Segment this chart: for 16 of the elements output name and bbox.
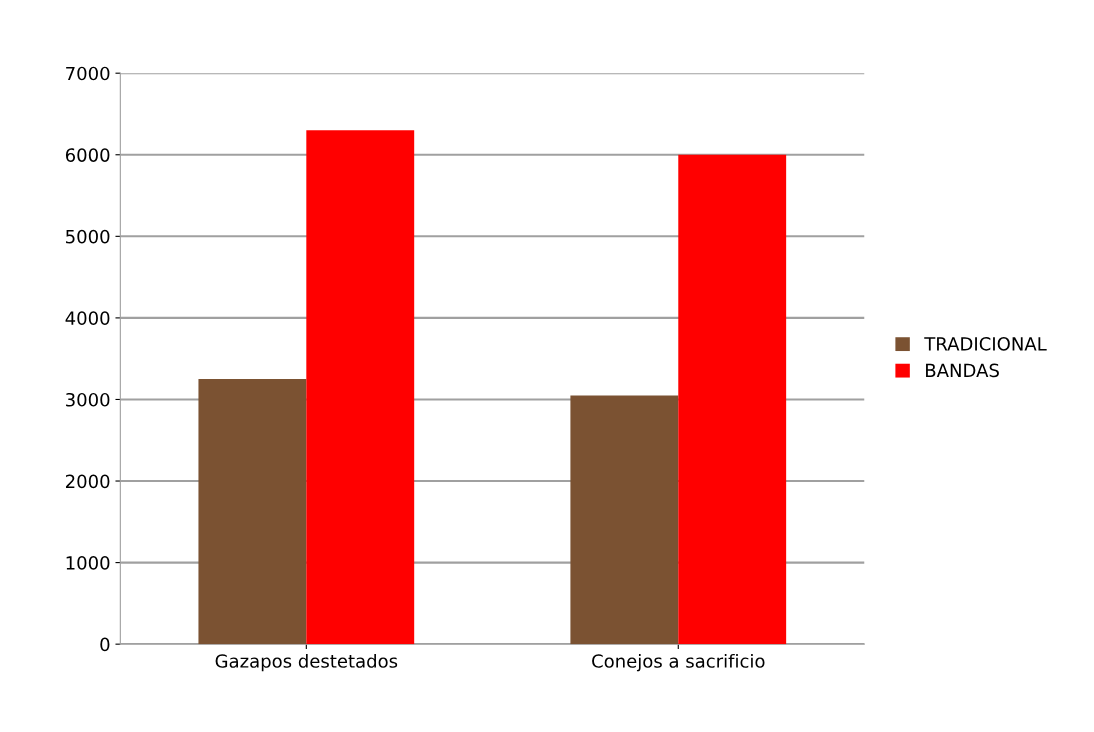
bar (306, 130, 415, 645)
y-tick-label: 6000 (65, 148, 110, 162)
y-tick-label: 2000 (65, 474, 110, 489)
y-tick-label: 0 (100, 637, 110, 652)
y-tick-label: 1000 (66, 556, 110, 570)
y-tick-label: 7000 (66, 66, 110, 81)
x-tick-label: Gazapos destetados (215, 653, 398, 672)
legend-label: BANDAS (926, 363, 999, 378)
bar (198, 379, 307, 645)
y-tick-label: 5000 (66, 229, 110, 244)
legend-label: TRADICIONAL (924, 337, 1047, 351)
x-tick-label: Conejos a sacrificio (592, 653, 765, 672)
bar (570, 395, 679, 645)
bar (678, 154, 787, 645)
y-tick-label: 3000 (66, 392, 110, 407)
y-tick-label: 4000 (65, 311, 110, 326)
